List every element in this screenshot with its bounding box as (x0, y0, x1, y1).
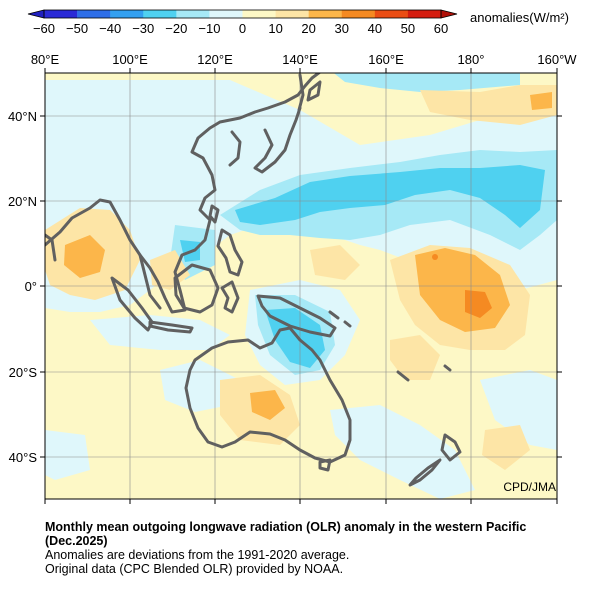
colorbar-tick-label: 0 (239, 21, 246, 36)
lon-label-180: 180° (458, 52, 485, 67)
map-ticks (40, 68, 562, 504)
coast-sulawesi (220, 280, 240, 314)
colorbar-high-arrow (440, 9, 458, 19)
colorbar-segment (341, 10, 376, 18)
colorbar-segment (209, 10, 243, 18)
colorbar-tick-label: 10 (268, 21, 282, 36)
colorbar-tick-label: 50 (401, 21, 415, 36)
colorbar-segment (110, 10, 144, 18)
coast-solomon-islands (328, 310, 352, 328)
colorbar-tick-label: −50 (66, 21, 88, 36)
coast-philippines (216, 228, 244, 277)
coast-new-zealand-north (440, 433, 462, 462)
colorbar-low-arrow (27, 9, 45, 19)
coast-australia (184, 326, 352, 464)
coast-korea (228, 130, 242, 167)
lat-label-20s: 20°S (9, 365, 38, 380)
coastlines (45, 73, 462, 487)
coast-tasmania (318, 458, 332, 472)
lon-label-120e: 120°E (197, 52, 233, 67)
coast-sakhalin (297, 73, 305, 112)
colorbar-tick-label: −20 (165, 21, 187, 36)
lat-label-40s: 40°S (9, 450, 38, 465)
lon-label-80e: 80°E (31, 52, 60, 67)
coast-new-caledonia (396, 370, 410, 382)
coast-malay-peninsula (138, 253, 162, 310)
lon-label-160e: 160°E (368, 52, 404, 67)
coast-asia-mainland (45, 73, 322, 314)
colorbar-tick-label: −60 (33, 21, 55, 36)
lat-label-40n: 40°N (8, 109, 37, 124)
colorbar-tick-label: −10 (198, 21, 220, 36)
colorbar-tick-label: 60 (434, 21, 448, 36)
caption-line-1: Anomalies are deviations from the 1991-2… (45, 548, 350, 562)
colorbar-segment (242, 10, 276, 18)
colorbar-tick-label: 20 (301, 21, 315, 36)
colorbar-tick-label: 40 (368, 21, 382, 36)
colorbar-segment (308, 10, 343, 18)
colorbar-segment (44, 10, 78, 18)
coast-japan (253, 80, 322, 174)
anomaly-cyan (180, 165, 545, 368)
coast-new-guinea (256, 294, 337, 338)
colorbar: −60 −50 −40 −30 −20 −10 0 10 20 30 40 50 60 (27, 9, 458, 36)
credit-label: CPD/JMA (503, 480, 556, 494)
coast-fiji (443, 364, 452, 372)
map-gridlines (45, 73, 557, 499)
colorbar-tick-label: 30 (335, 21, 349, 36)
caption-title: Monthly mean outgoing longwave radiation… (45, 520, 527, 548)
coast-taiwan (208, 204, 220, 224)
caption-line-2: Original data (CPC Blended OLR) provided… (45, 562, 344, 576)
coast-india (45, 233, 57, 262)
coast-borneo (173, 263, 220, 314)
colorbar-ticks: −60 −50 −40 −30 −20 −10 0 10 20 30 40 50 60 (33, 21, 448, 36)
caption: Monthly mean outgoing longwave radiation… (45, 520, 585, 576)
coast-new-zealand-south (408, 458, 442, 487)
colorbar-segment (275, 10, 309, 18)
colorbar-segments (27, 9, 458, 19)
colorbar-segment (176, 10, 210, 18)
colorbar-segment (77, 10, 111, 18)
lat-label-20n: 20°N (8, 194, 37, 209)
colorbar-tick-label: −30 (132, 21, 154, 36)
anomaly-dark-orange (432, 254, 492, 318)
coast-java (148, 320, 194, 334)
colorbar-unit-label: anomalies(W/m²) (470, 10, 569, 25)
colorbar-segment (143, 10, 177, 18)
colorbar-segment (407, 10, 442, 18)
lat-label-0: 0° (25, 279, 37, 294)
lon-label-100e: 100°E (112, 52, 148, 67)
lon-label-160w: 160°W (537, 52, 577, 67)
olr-anomaly-map: 80°E 100°E 120°E 140°E 160°E 180° 160°W … (8, 52, 577, 504)
colorbar-segment (374, 10, 409, 18)
lon-label-140e: 140°E (282, 52, 318, 67)
colorbar-outline (43, 9, 442, 19)
colorbar-tick-label: −40 (99, 21, 121, 36)
